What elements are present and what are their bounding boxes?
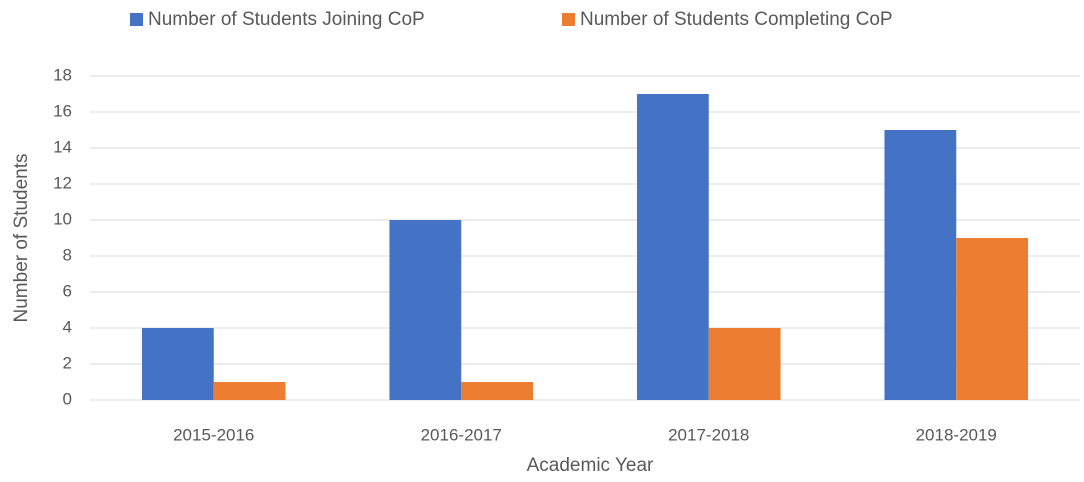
y-tick-label: 10 (53, 209, 72, 228)
bar (213, 382, 286, 400)
legend-label: Number of Students Completing CoP (580, 9, 893, 30)
y-tick-label: 6 (63, 281, 72, 300)
y-tick-label: 2 (63, 353, 72, 372)
y-tick-label: 0 (63, 389, 72, 408)
legend-swatch (562, 13, 575, 26)
bar (389, 220, 462, 400)
y-tick-label: 18 (53, 65, 72, 84)
y-axis-label: Number of Students (11, 154, 32, 323)
y-tick-label: 4 (63, 317, 72, 336)
x-tick-label: 2018-2019 (916, 425, 997, 444)
x-axis-label: Academic Year (527, 455, 654, 476)
y-tick-label: 12 (53, 173, 72, 192)
bar (636, 94, 709, 400)
bar (884, 130, 957, 400)
legend-label: Number of Students Joining CoP (148, 9, 425, 30)
bar (141, 328, 214, 400)
bar (461, 382, 534, 400)
legend-swatch (130, 13, 143, 26)
bar (956, 238, 1029, 400)
x-tick-label: 2016-2017 (421, 425, 502, 444)
y-tick-label: 14 (53, 137, 72, 156)
y-tick-label: 16 (53, 101, 72, 120)
bar (708, 328, 781, 400)
y-tick-label: 8 (63, 245, 72, 264)
x-tick-label: 2015-2016 (173, 425, 254, 444)
x-tick-label: 2017-2018 (668, 425, 749, 444)
